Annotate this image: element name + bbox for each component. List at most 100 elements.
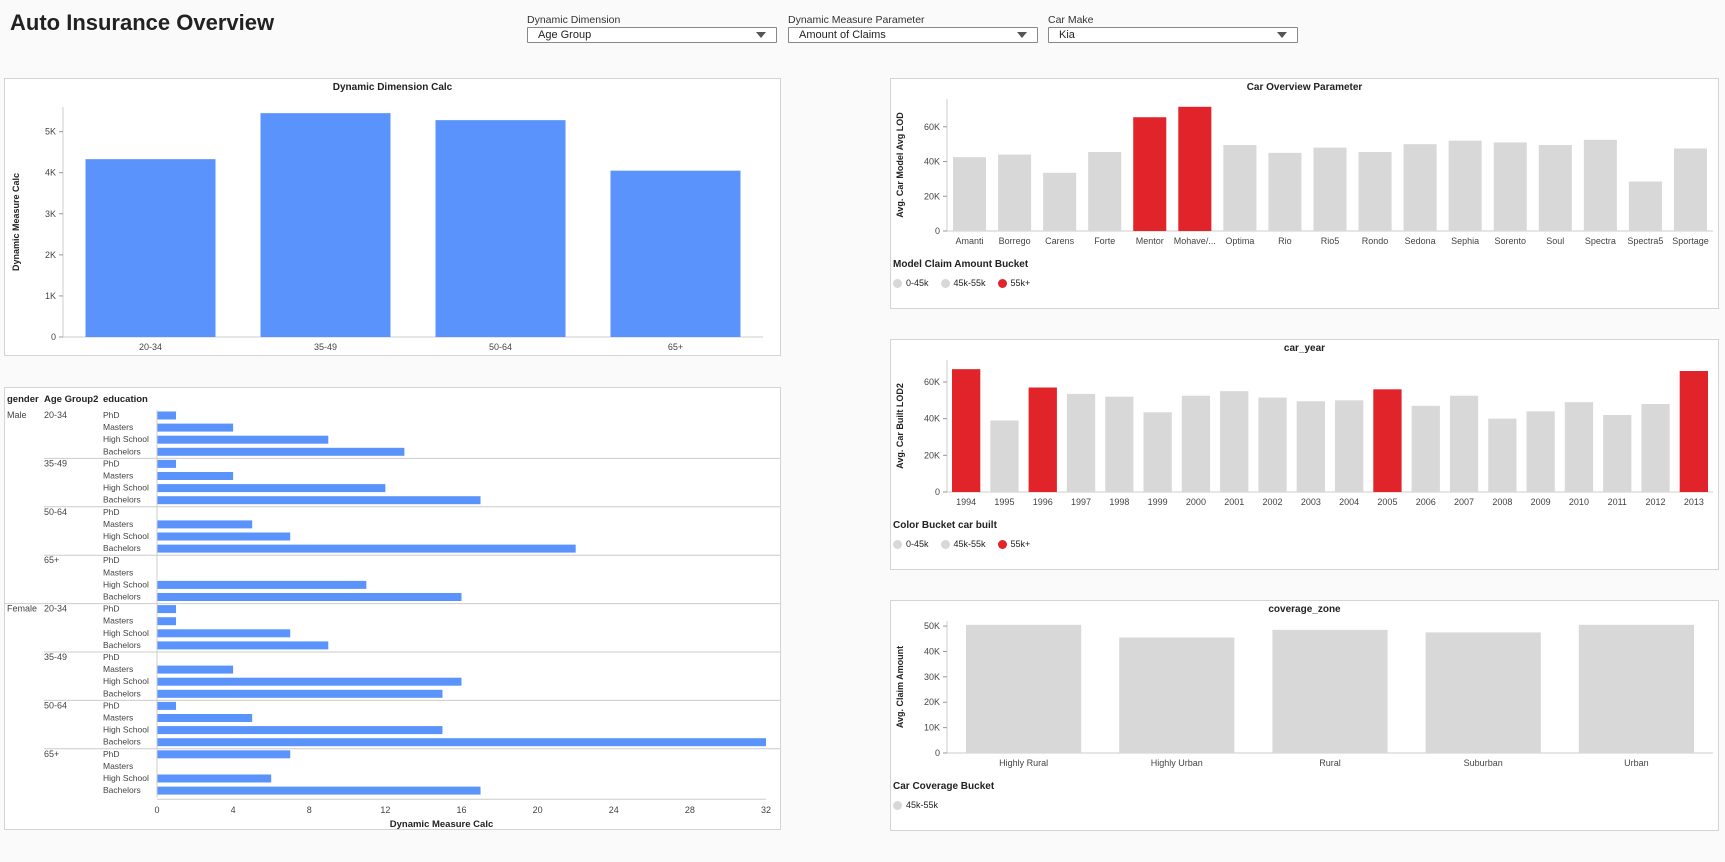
- education-label: Masters: [103, 471, 133, 481]
- legend-item[interactable]: 45k-55k: [940, 539, 986, 549]
- gender-label: Female: [7, 604, 37, 614]
- y-tick-label: 0: [935, 487, 940, 497]
- bar: [1628, 181, 1662, 231]
- legend-item[interactable]: 45k-55k: [893, 800, 938, 810]
- bar: [157, 520, 253, 529]
- column-header: gender: [7, 394, 39, 405]
- chevron-down-icon[interactable]: [1017, 32, 1027, 38]
- x-tick-label: Borrego: [999, 236, 1031, 246]
- x-tick-label: 65+: [668, 342, 683, 352]
- bar: [1313, 147, 1347, 231]
- x-tick-label: 1994: [956, 497, 976, 507]
- y-tick-label: 20K: [924, 450, 940, 460]
- bar: [1296, 401, 1325, 492]
- legend-label: 0-45k: [906, 278, 929, 288]
- legend: 45k-55k: [893, 800, 938, 810]
- education-label: High School: [103, 434, 149, 444]
- bar: [157, 629, 291, 638]
- education-label: PhD: [103, 652, 120, 662]
- age-group-label: 50-64: [44, 700, 67, 710]
- education-label: PhD: [103, 507, 120, 517]
- bar: [1133, 117, 1167, 231]
- x-tick-label: Optima: [1225, 236, 1254, 246]
- legend-label: 55k+: [1010, 539, 1031, 549]
- bar: [157, 411, 177, 420]
- x-tick-label: Soul: [1546, 236, 1564, 246]
- x-tick-label: 1995: [994, 497, 1014, 507]
- education-label: Bachelors: [103, 640, 141, 650]
- legend-swatch: [997, 278, 1007, 288]
- x-tick-label: Urban: [1624, 758, 1649, 768]
- age-group-label: 35-49: [44, 652, 67, 662]
- education-label: Bachelors: [103, 592, 141, 602]
- x-tick-label: 32: [761, 805, 771, 815]
- bar: [85, 159, 216, 337]
- y-tick-label: 40K: [924, 414, 940, 424]
- y-tick-label: 20K: [924, 697, 940, 707]
- chevron-down-icon[interactable]: [756, 32, 766, 38]
- car-make-dropdown[interactable]: Kia: [1048, 27, 1298, 43]
- bar: [157, 701, 177, 710]
- dynamic-dimension-dropdown[interactable]: Age Group: [527, 27, 777, 43]
- gender-label: Male: [7, 410, 27, 420]
- car-model-chart: 0 20K 40K 60K Amanti Borrego Carens Forte Mentor…: [895, 99, 1713, 246]
- x-tick-label: 2006: [1416, 497, 1436, 507]
- x-tick-label: 2011: [1608, 497, 1627, 507]
- bar: [1603, 415, 1632, 492]
- age-group-label: 35-49: [44, 458, 67, 468]
- bar: [157, 641, 329, 650]
- x-tick-label: 8: [307, 805, 312, 815]
- x-tick-label: 12: [380, 805, 390, 815]
- y-tick-label: 3K: [45, 209, 56, 219]
- age-group-label: 65+: [44, 749, 59, 759]
- x-tick-label: Sephia: [1451, 236, 1479, 246]
- dynamic-measure-dropdown[interactable]: Amount of Claims: [788, 27, 1038, 43]
- dropdown-value: Amount of Claims: [799, 29, 886, 41]
- education-label: PhD: [103, 749, 120, 759]
- bar: [610, 170, 741, 337]
- x-tick-label: 50-64: [489, 342, 512, 352]
- x-tick-label: Mentor: [1136, 236, 1164, 246]
- bar: [1448, 140, 1482, 231]
- legend: 0-45k 45k-55k 55k+: [893, 539, 1030, 549]
- y-tick-label: 0: [935, 748, 940, 758]
- education-label: High School: [103, 483, 149, 493]
- bar: [157, 544, 576, 553]
- legend-item[interactable]: 55k+: [997, 539, 1031, 549]
- bar: [157, 580, 367, 589]
- legend-label: 45k-55k: [953, 278, 986, 288]
- chart-title: car_year: [1283, 343, 1326, 354]
- legend-label: 0-45k: [906, 539, 929, 549]
- x-tick-label: Spectra: [1585, 236, 1616, 246]
- legend-title: Car Coverage Bucket: [893, 781, 995, 792]
- bar: [1178, 106, 1212, 231]
- x-tick-label: 2001: [1224, 497, 1244, 507]
- bar: [157, 496, 481, 505]
- x-tick-label: Highly Rural: [999, 758, 1048, 768]
- bar: [157, 774, 272, 783]
- legend-item[interactable]: 55k+: [997, 278, 1030, 288]
- column-header: education: [103, 394, 148, 405]
- x-tick-label: Sedona: [1405, 236, 1436, 246]
- x-tick-label: Sorento: [1494, 236, 1526, 246]
- x-tick-label: 0: [154, 805, 159, 815]
- bar: [157, 689, 443, 698]
- bar: [157, 532, 291, 541]
- legend-item[interactable]: 45k-55k: [940, 278, 986, 288]
- legend-item[interactable]: 0-45k: [893, 539, 929, 549]
- filter-dynamic-dimension: Dynamic Dimension Age Group: [527, 14, 777, 43]
- chevron-down-icon[interactable]: [1277, 32, 1287, 38]
- page-title: Auto Insurance Overview: [10, 10, 275, 35]
- bar: [1641, 404, 1670, 492]
- education-label: Masters: [103, 664, 133, 674]
- education-label: Masters: [103, 567, 133, 577]
- legend-title: Color Bucket car built: [893, 520, 997, 531]
- education-label: Bachelors: [103, 446, 141, 456]
- education-label: High School: [103, 676, 149, 686]
- chart-title: coverage_zone: [1268, 604, 1341, 615]
- legend-item[interactable]: 0-45k: [893, 278, 929, 288]
- x-tick-label: Suburban: [1464, 758, 1503, 768]
- chart-title: Car Overview Parameter: [1246, 82, 1363, 93]
- education-label: High School: [103, 628, 149, 638]
- bar: [1258, 397, 1287, 492]
